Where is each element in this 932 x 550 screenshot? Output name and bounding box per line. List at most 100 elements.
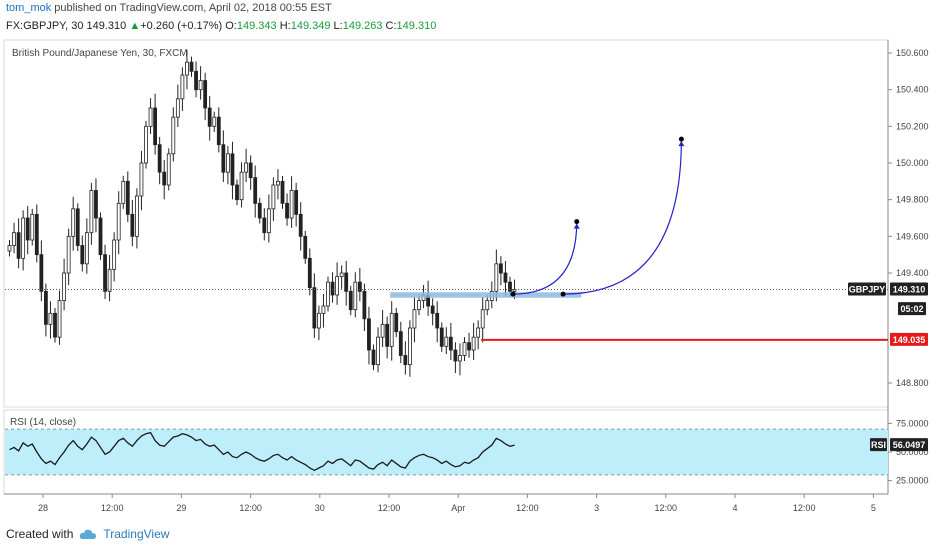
open-label: O:	[225, 20, 237, 32]
candle-body	[348, 290, 353, 311]
candle-body	[376, 336, 380, 366]
candle-body	[512, 289, 517, 292]
candle-body	[280, 180, 285, 204]
candle-body	[112, 239, 117, 270]
candle-body	[30, 213, 35, 241]
up-arrow-icon: ▲	[129, 20, 141, 32]
candle-body	[458, 355, 462, 362]
candle-body	[180, 74, 185, 100]
candle-body	[285, 202, 289, 219]
rsi-line	[9, 431, 515, 472]
candle-body	[221, 144, 226, 173]
candle-body	[7, 245, 12, 252]
high-value: 149.349	[290, 20, 331, 32]
candle-body	[276, 180, 280, 186]
candle-body	[162, 171, 167, 186]
overlays	[5, 136, 888, 341]
candle-body	[394, 312, 399, 333]
candle-body	[294, 190, 299, 215]
candle-body	[107, 268, 112, 292]
rsi-tick-label: 50.0000	[896, 447, 929, 457]
candle-body	[89, 190, 94, 234]
candle-body	[21, 217, 26, 259]
candle-body	[312, 287, 317, 329]
candle-body	[344, 272, 349, 292]
candle-body	[134, 195, 139, 237]
rsi-band	[5, 429, 888, 475]
rsi-name-badge: RSI	[871, 440, 886, 450]
candle-body	[339, 272, 344, 278]
support-zone	[390, 292, 582, 298]
rsi-indicator: 75.0000 50.0000 25.0000	[9, 418, 929, 486]
close-label: C:	[385, 20, 397, 32]
candle-body	[153, 107, 158, 146]
candle-body	[103, 254, 107, 292]
candle-body	[216, 116, 221, 146]
arrow-end-dot	[574, 219, 580, 225]
last-price-badge-bg	[890, 282, 928, 296]
time-tick-label: 30	[315, 503, 325, 513]
candle-body	[194, 70, 198, 91]
time-tick-label: 12:00	[655, 503, 678, 513]
candle-body	[244, 162, 249, 173]
low-label: L:	[333, 20, 343, 32]
countdown-badge-bg	[898, 302, 926, 316]
price-badges: GBPJPY 149.310 05:02 149.035 RSI 56.0497	[848, 282, 928, 452]
candle-body	[476, 327, 481, 338]
low-value: 149.263	[342, 20, 383, 32]
time-tick-label: 3	[594, 503, 599, 513]
price-tick-label: 150.600	[896, 48, 929, 58]
candle-body	[335, 276, 340, 296]
resistance-price-badge: 149.035	[893, 335, 926, 345]
candle-body	[189, 61, 194, 72]
candle-body	[480, 309, 485, 329]
change: +0.260 (+0.17%)	[140, 20, 223, 32]
candle-body	[257, 202, 262, 219]
cloud-logo-icon	[80, 529, 97, 539]
resistance-price-badge-bg	[890, 332, 928, 346]
arrow-head	[678, 141, 685, 147]
price-tick-label: 149.400	[896, 268, 929, 278]
price-tick-label: 148.800	[896, 378, 929, 388]
close-value: 149.310	[396, 20, 437, 32]
candle-body	[203, 80, 208, 109]
created-with: Created with	[6, 527, 74, 541]
candle-body	[503, 272, 508, 283]
candle-body	[116, 202, 121, 241]
candle-body	[353, 281, 358, 311]
time-tick-label: 12:00	[378, 503, 401, 513]
candle-body	[39, 254, 44, 292]
tradingview-link[interactable]: TradingView	[103, 527, 170, 541]
price-tick-label: 150.000	[896, 158, 929, 168]
symbol-badge: GBPJPY	[849, 285, 886, 295]
projection-arrow	[513, 221, 578, 295]
time-axis: 28 12:00 29 12:00 30 12:00 Apr 12:00 3 12:00 4 12:0…	[38, 494, 876, 513]
candle-body	[471, 336, 476, 351]
candle-body	[185, 61, 189, 76]
candle-body	[371, 349, 376, 366]
open-value: 149.343	[236, 20, 277, 32]
arrow-start-dot	[510, 291, 516, 297]
candle-body	[121, 180, 126, 204]
candle-body	[130, 213, 135, 237]
rsi-tick-label: 25.0000	[896, 476, 929, 486]
candle-body	[467, 342, 471, 351]
candle-body	[16, 232, 21, 259]
candle-body	[212, 116, 217, 127]
last-price: 149.310	[86, 20, 127, 32]
candle-body	[448, 336, 453, 351]
candle-body	[266, 208, 271, 234]
time-tick-label: 12:00	[239, 503, 262, 513]
publish-line: tom_mok published on TradingView.com, Ap…	[6, 2, 332, 14]
quote-line: FX:GBPJPY, 30 149.310 ▲+0.260 (+0.17%) O…	[6, 20, 436, 32]
time-tick-label: 29	[176, 503, 186, 513]
rsi-tick-label: 75.0000	[896, 418, 929, 428]
candle-body	[84, 232, 89, 265]
candle-body	[12, 232, 16, 246]
time-tick-label: 12:00	[793, 503, 816, 513]
time-tick-label: 12:00	[101, 503, 124, 513]
author-link[interactable]: tom_mok	[6, 2, 52, 14]
candle-body	[435, 312, 440, 329]
candle-body	[248, 162, 253, 179]
